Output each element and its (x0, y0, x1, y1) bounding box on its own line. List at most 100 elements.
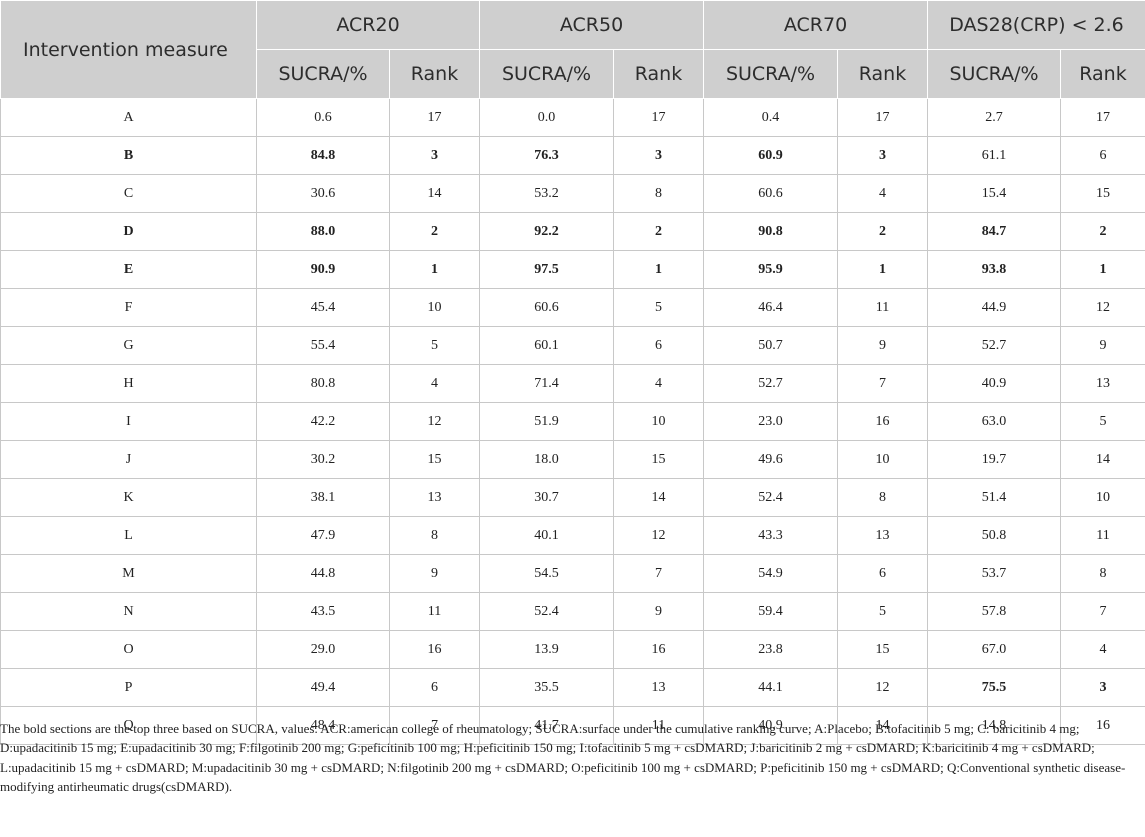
sucra-value: 14.8 (927, 706, 1061, 745)
sucra-value: 90.8 (703, 212, 838, 251)
sucra-value: 93.8 (927, 250, 1061, 289)
rank-value: 3 (837, 136, 928, 175)
rank-value: 13 (837, 516, 928, 555)
sucra-value: 40.9 (927, 364, 1061, 403)
rank-value: 1 (613, 250, 704, 289)
table-row: I 42.2 12 51.9 10 23.0 16 63.0 5 (0, 402, 1145, 441)
sucra-value: 48.4 (256, 706, 390, 745)
sucra-value: 75.5 (927, 668, 1061, 707)
sucra-value: 41.7 (479, 706, 614, 745)
intervention-label: E (0, 250, 257, 289)
sucra-value: 60.6 (479, 288, 614, 327)
sucra-value: 97.5 (479, 250, 614, 289)
header-rank: Rank (1060, 49, 1145, 99)
header-group-acr50: ACR50 (479, 0, 704, 50)
rank-value: 16 (1060, 706, 1145, 745)
sucra-value: 0.0 (479, 98, 614, 137)
header-row-groups: Intervention measure ACR20 ACR50 ACR70 D… (0, 0, 1145, 99)
sucra-value: 44.8 (256, 554, 390, 593)
rank-value: 14 (389, 174, 480, 213)
sucra-value: 46.4 (703, 288, 838, 327)
sucra-value: 88.0 (256, 212, 390, 251)
rank-value: 5 (389, 326, 480, 365)
rank-value: 14 (1060, 440, 1145, 479)
sucra-value: 60.9 (703, 136, 838, 175)
rank-value: 3 (1060, 668, 1145, 707)
sucra-value: 42.2 (256, 402, 390, 441)
rank-value: 17 (837, 98, 928, 137)
rank-value: 12 (837, 668, 928, 707)
table-row: M 44.8 9 54.5 7 54.9 6 53.7 8 (0, 554, 1145, 593)
header-group-acr20: ACR20 (256, 0, 480, 50)
intervention-label: B (0, 136, 257, 175)
rank-value: 12 (389, 402, 480, 441)
sucra-value: 29.0 (256, 630, 390, 669)
rank-value: 13 (389, 478, 480, 517)
rank-value: 1 (389, 250, 480, 289)
rank-value: 13 (613, 668, 704, 707)
sucra-value: 30.6 (256, 174, 390, 213)
sucra-value: 59.4 (703, 592, 838, 631)
sucra-value: 47.9 (256, 516, 390, 555)
header-rank: Rank (613, 49, 704, 99)
rank-value: 17 (613, 98, 704, 137)
intervention-label: M (0, 554, 257, 593)
rank-value: 4 (1060, 630, 1145, 669)
sucra-value: 95.9 (703, 250, 838, 289)
rank-value: 6 (837, 554, 928, 593)
sucra-value: 43.5 (256, 592, 390, 631)
rank-value: 12 (613, 516, 704, 555)
table-row: P 49.4 6 35.5 13 44.1 12 75.5 3 (0, 668, 1145, 707)
rank-value: 4 (389, 364, 480, 403)
rank-value: 3 (389, 136, 480, 175)
rank-value: 10 (389, 288, 480, 327)
rank-value: 17 (389, 98, 480, 137)
intervention-label: H (0, 364, 257, 403)
sucra-value: 44.9 (927, 288, 1061, 327)
rank-value: 17 (1060, 98, 1145, 137)
rank-value: 7 (837, 364, 928, 403)
intervention-label: L (0, 516, 257, 555)
rank-value: 2 (389, 212, 480, 251)
intervention-label: I (0, 402, 257, 441)
intervention-label: F (0, 288, 257, 327)
sucra-value: 50.8 (927, 516, 1061, 555)
intervention-label: O (0, 630, 257, 669)
header-sucra: SUCRA/% (256, 49, 390, 99)
rank-value: 8 (389, 516, 480, 555)
header-sucra: SUCRA/% (479, 49, 614, 99)
sucra-value: 90.9 (256, 250, 390, 289)
table-row: B 84.8 3 76.3 3 60.9 3 61.1 6 (0, 136, 1145, 175)
table-row: C 30.6 14 53.2 8 60.6 4 15.4 15 (0, 174, 1145, 213)
intervention-label: P (0, 668, 257, 707)
rank-value: 8 (1060, 554, 1145, 593)
rank-value: 2 (1060, 212, 1145, 251)
table-row: H 80.8 4 71.4 4 52.7 7 40.9 13 (0, 364, 1145, 403)
rank-value: 5 (837, 592, 928, 631)
intervention-label: K (0, 478, 257, 517)
table-row: L 47.9 8 40.1 12 43.3 13 50.8 11 (0, 516, 1145, 555)
sucra-value: 60.6 (703, 174, 838, 213)
intervention-label: Q (0, 706, 257, 745)
sucra-value: 60.1 (479, 326, 614, 365)
rank-value: 10 (613, 402, 704, 441)
sucra-value: 53.2 (479, 174, 614, 213)
rank-value: 10 (837, 440, 928, 479)
rank-value: 4 (613, 364, 704, 403)
sucra-value: 19.7 (927, 440, 1061, 479)
sucra-value: 52.7 (927, 326, 1061, 365)
rank-value: 11 (1060, 516, 1145, 555)
sucra-value: 71.4 (479, 364, 614, 403)
sucra-value: 52.4 (703, 478, 838, 517)
table-body: A 0.6 17 0.0 17 0.4 17 2.7 17 B 84.8 3 76.3 3 60.9 3 61.… (0, 98, 1145, 745)
sucra-value: 35.5 (479, 668, 614, 707)
table-footnote: The bold sections are the top three base… (0, 721, 1126, 794)
rank-value: 14 (613, 478, 704, 517)
sucra-value: 80.8 (256, 364, 390, 403)
intervention-label: J (0, 440, 257, 479)
sucra-value: 63.0 (927, 402, 1061, 441)
table-row: N 43.5 11 52.4 9 59.4 5 57.8 7 (0, 592, 1145, 631)
sucra-value: 57.8 (927, 592, 1061, 631)
rank-value: 7 (613, 554, 704, 593)
rank-value: 9 (613, 592, 704, 631)
